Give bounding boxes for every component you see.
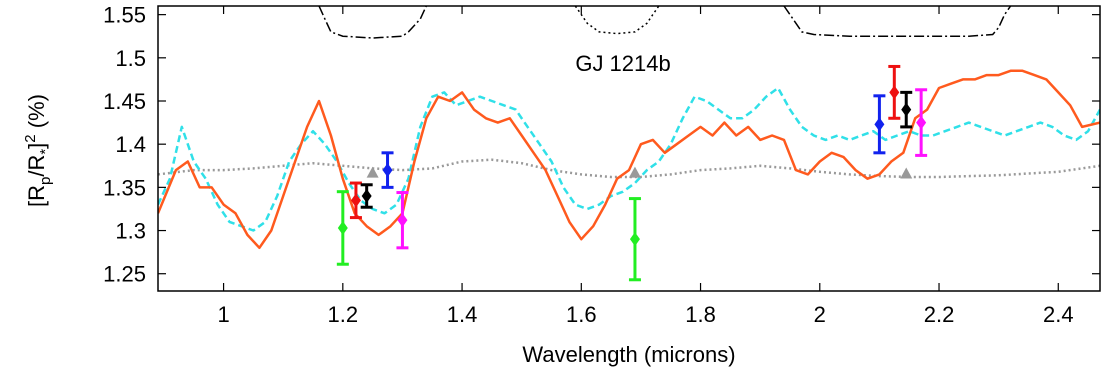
y-axis-title-sup: 2 (22, 134, 39, 142)
y-tick-label: 1.25 (103, 262, 146, 287)
data-point-8 (888, 64, 901, 120)
x-tick-label: 2 (814, 302, 826, 327)
y-axis-title-close: ] (24, 143, 49, 149)
binned-model-triangle-1 (366, 166, 379, 178)
diamond-marker (901, 102, 912, 117)
plot-content (158, 6, 1100, 282)
x-tick-label: 1.4 (447, 302, 478, 327)
data-point-9 (900, 90, 913, 129)
binned-model-triangle-3 (900, 167, 913, 179)
plot-frame (157, 5, 1101, 292)
data-point-4 (381, 151, 394, 189)
data-point-2 (349, 181, 362, 220)
diamond-marker (361, 189, 372, 203)
y-axis-title-base: [R (24, 185, 49, 207)
filter-curve-3 (783, 6, 1012, 37)
model-series-3 (158, 158, 1100, 179)
x-tick-label: 2.2 (924, 302, 955, 327)
y-axis-title-sub-star: * (37, 149, 54, 155)
diamond-marker (629, 232, 640, 247)
filter-curve-2 (574, 6, 660, 35)
diamond-marker (397, 213, 408, 228)
data-point-6 (628, 197, 641, 282)
diamond-marker (382, 163, 393, 178)
diamond-marker (889, 85, 900, 100)
filter-curve-1 (318, 6, 427, 39)
axes: 1 1.2 1.4 1.6 1.8 2 2.2 2.4 1.25 1.3 1.35 1.4 1.45 1.… (103, 3, 1100, 327)
y-axis-title-mid: /R (24, 155, 49, 177)
y-tick-label: 1.5 (115, 46, 146, 71)
diamond-marker (916, 115, 927, 130)
y-tick-label: 1.35 (103, 175, 146, 200)
y-tick-label: 1.55 (103, 3, 146, 28)
x-tick-label: 2.4 (1043, 302, 1074, 327)
x-tick-label: 1 (217, 302, 229, 327)
data-point-7 (873, 94, 886, 155)
y-axis-title: [Rp/R*]2 (%) (22, 94, 54, 207)
y-axis-title-unit: (%) (24, 94, 49, 134)
x-tick-label: 1.2 (328, 302, 359, 327)
diamond-marker (350, 193, 361, 208)
data-point-5 (396, 191, 409, 250)
data-point-1 (336, 190, 349, 266)
x-tick-label: 1.8 (685, 302, 716, 327)
x-axis-title: Wavelength (microns) (522, 342, 735, 367)
y-tick-label: 1.45 (103, 89, 146, 114)
data-point-3 (360, 183, 373, 209)
y-axis-title-sub-p: p (37, 177, 54, 185)
model-series-1 (158, 69, 1100, 250)
x-tick-label: 1.6 (566, 302, 597, 327)
binned-model-triangle-2 (628, 166, 641, 178)
model-series-2 (158, 86, 1100, 232)
planet-label: GJ 1214b (575, 51, 670, 76)
y-tick-label: 1.4 (115, 132, 146, 157)
data-point-10 (915, 88, 928, 157)
y-tick-label: 1.3 (115, 219, 146, 244)
diamond-marker (337, 220, 348, 235)
diamond-marker (874, 117, 885, 132)
